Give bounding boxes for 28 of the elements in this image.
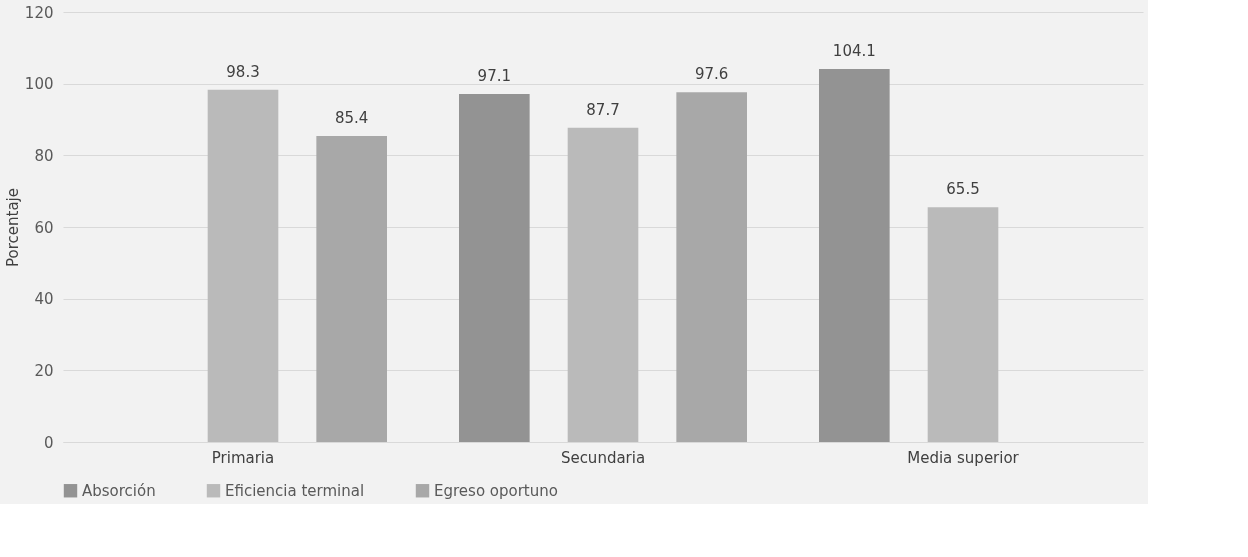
- bar: [207, 89, 279, 442]
- data-label: 98.3: [226, 62, 260, 81]
- y-tick-label: 60: [34, 218, 54, 237]
- data-label: 97.1: [477, 67, 512, 86]
- y-tick-label: 40: [34, 290, 54, 309]
- legend-label: Absorción: [82, 481, 156, 500]
- bar: [927, 207, 999, 442]
- x-tick-label: Media superior: [907, 448, 1020, 467]
- data-label: 65.5: [946, 180, 980, 199]
- bar: [819, 68, 890, 442]
- legend-label: Eficiencia terminal: [225, 481, 365, 500]
- y-tick-label: 0: [43, 433, 54, 452]
- data-label: 104.1: [832, 41, 876, 60]
- y-tick-label: 100: [24, 75, 54, 94]
- bar: [459, 94, 530, 442]
- x-tick-label: Primaria: [211, 448, 275, 467]
- y-tick-label: 80: [34, 146, 54, 165]
- data-label: 87.7: [586, 100, 620, 119]
- legend-label: Egreso oportuno: [434, 481, 558, 500]
- y-tick-label: 120: [24, 3, 54, 22]
- y-axis-title: Porcentaje: [3, 188, 22, 267]
- data-label: 85.4: [334, 108, 369, 127]
- bar: [316, 135, 387, 442]
- data-label: 97.6: [694, 65, 729, 84]
- x-tick-label: Secundaria: [560, 448, 646, 467]
- bar: [676, 92, 747, 442]
- y-tick-label: 20: [34, 361, 54, 380]
- bar: [567, 127, 639, 442]
